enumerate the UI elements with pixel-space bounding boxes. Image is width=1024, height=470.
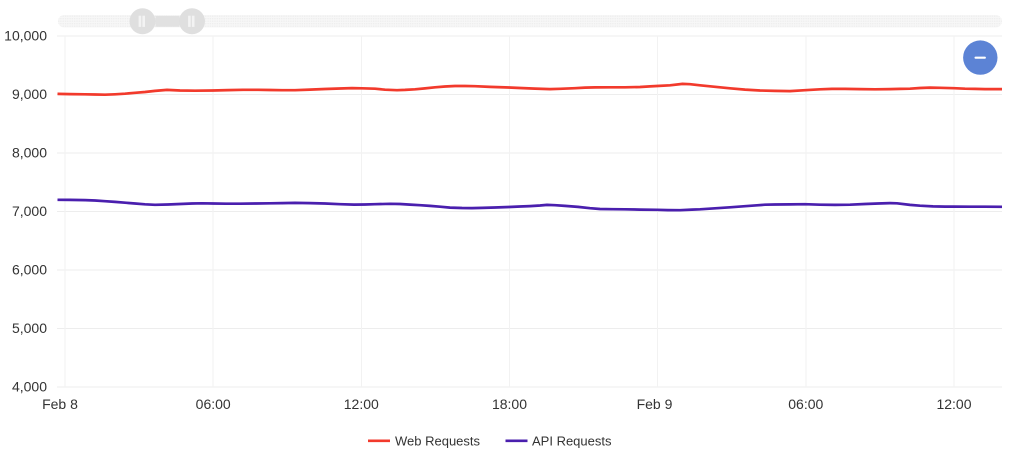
svg-text:9,000: 9,000 [12,86,47,102]
svg-text:4,000: 4,000 [12,379,47,395]
svg-text:Web Requests: Web Requests [395,434,481,449]
svg-text:18:00: 18:00 [492,396,527,412]
svg-text:8,000: 8,000 [12,145,47,161]
svg-text:06:00: 06:00 [196,396,231,412]
svg-text:7,000: 7,000 [12,203,47,219]
svg-text:6,000: 6,000 [12,262,47,278]
svg-text:5,000: 5,000 [12,320,47,336]
svg-text:Feb 9: Feb 9 [637,396,673,412]
svg-text:Feb 8: Feb 8 [42,396,78,412]
svg-text:12:00: 12:00 [344,396,379,412]
svg-text:10,000: 10,000 [4,28,47,44]
svg-text:API Requests: API Requests [532,434,612,449]
svg-text:06:00: 06:00 [788,396,823,412]
svg-text:12:00: 12:00 [936,396,971,412]
